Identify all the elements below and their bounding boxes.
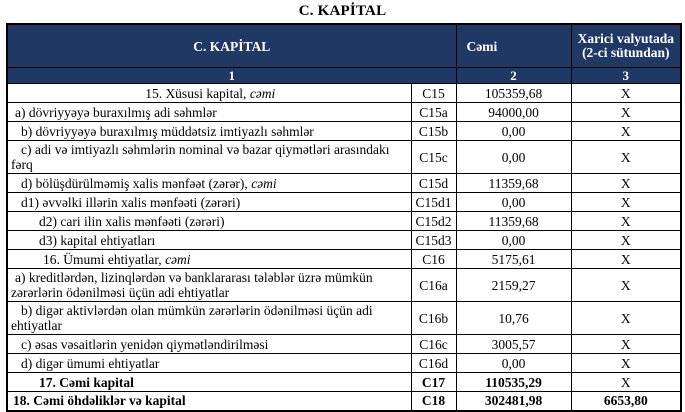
table-row: 18. Cəmi öhdəliklər və kapital C18 302481,…: [6, 391, 682, 411]
table-row: d) digər ümumi ehtiyatlar C16d 0,00 X: [6, 353, 682, 373]
table-row: b) dövriyyəyə buraxılmış müddətsiz imtiy…: [6, 121, 682, 141]
row-total-value: 0,00: [455, 192, 572, 212]
table-row: 17. Cəmi kapital C17 110535,29 X: [6, 372, 682, 392]
row-total-value: 0,00: [455, 230, 572, 250]
row-code: C16b: [410, 301, 457, 335]
row-foreign-currency-value: X: [570, 140, 682, 174]
table-row: b) digər aktivlərdən olan mümkün zərərlə…: [6, 301, 682, 335]
row-total-value: 0,00: [455, 140, 572, 174]
row-code: C15a: [410, 102, 457, 122]
row-label-italic: cəmi: [251, 175, 277, 191]
row-code: C16d: [410, 353, 457, 373]
row-code: C15d: [410, 173, 457, 193]
row-total-value: 10,76: [455, 301, 572, 335]
column-index-3: 3: [570, 67, 682, 84]
header-row: C. KAPİTAL Cəmi Xarici valyutada (2-ci s…: [6, 23, 682, 68]
row-code: C15d3: [410, 230, 457, 250]
header-cell-section: C. KAPİTAL: [6, 23, 457, 68]
page-title: C. KAPİTAL: [298, 3, 387, 19]
table-row: d) bölüşdürülməmiş xalis mənfəət (zərər)…: [6, 173, 682, 193]
row-label: c) əsas vəsaitlərin yenidən qiymətləndir…: [6, 334, 412, 354]
row-label: 16. Ümumi ehtiyatlar, cəmi: [6, 249, 412, 269]
row-code: C15d1: [410, 192, 457, 212]
row-total-value: 11359,68: [455, 211, 572, 231]
column-index-1: 1: [6, 67, 457, 84]
row-label: d1) əvvəlki illərin xalis mənfəəti (zərə…: [6, 192, 412, 212]
row-foreign-currency-value: X: [570, 353, 682, 373]
capital-table: C. KAPİTAL Cəmi Xarici valyutada (2-ci s…: [6, 23, 683, 412]
table-row: d1) əvvəlki illərin xalis mənfəəti (zərə…: [6, 192, 682, 212]
row-code: C16: [410, 249, 457, 269]
row-foreign-currency-value: X: [570, 268, 682, 302]
row-total-value: 2159,27: [455, 268, 572, 302]
row-foreign-currency-value: X: [570, 230, 682, 250]
row-foreign-currency-value: X: [570, 211, 682, 231]
row-foreign-currency-value: X: [570, 121, 682, 141]
row-foreign-currency-value: X: [570, 249, 682, 269]
column-index-2: 2: [455, 67, 572, 84]
table-row: d2) cari ilin xalis mənfəəti (zərəri) C15…: [6, 211, 682, 231]
row-label: d) bölüşdürülməmiş xalis mənfəət (zərər)…: [6, 173, 412, 193]
row-total-value: 5175,61: [455, 249, 572, 269]
row-label: 17. Cəmi kapital: [6, 372, 412, 392]
row-label: d3) kapital ehtiyatları: [6, 230, 412, 250]
row-foreign-currency-value: X: [570, 334, 682, 354]
header-cell-total: Cəmi: [455, 23, 572, 68]
row-label: a) kreditlərdən, lizinqlərdən və banklar…: [6, 268, 412, 302]
row-foreign-currency-value: X: [570, 372, 682, 392]
table-row: a) dövriyyəyə buraxılmış adi səhmlər C15a…: [6, 102, 682, 122]
row-code: C15b: [410, 121, 457, 141]
table-row: 16. Ümumi ehtiyatlar, cəmi C16 5175,61 X: [6, 249, 682, 269]
row-code: C17: [410, 372, 457, 392]
row-total-value: 0,00: [455, 353, 572, 373]
row-foreign-currency-value: X: [570, 301, 682, 335]
row-total-value: 105359,68: [455, 83, 572, 103]
row-total-value: 110535,29: [455, 372, 572, 392]
row-label: a) dövriyyəyə buraxılmış adi səhmlər: [6, 102, 412, 122]
table-row: 15. Xüsusi kapital, cəmi C15 105359,68 X: [6, 83, 682, 103]
table-row: a) kreditlərdən, lizinqlərdən və banklar…: [6, 268, 682, 302]
row-foreign-currency-value: X: [570, 83, 682, 103]
row-label-italic: cəmi: [249, 85, 276, 101]
table-row: c) əsas vəsaitlərin yenidən qiymətləndir…: [6, 334, 682, 354]
row-code: C15c: [410, 140, 457, 174]
row-code: C16a: [410, 268, 457, 302]
row-label: d) digər ümumi ehtiyatlar: [6, 353, 412, 373]
row-code: C15: [410, 83, 457, 103]
row-label-italic: cəmi: [165, 251, 191, 267]
row-total-value: 3005,57: [455, 334, 572, 354]
row-total-value: 0,00: [455, 121, 572, 141]
row-foreign-currency-value: X: [570, 173, 682, 193]
header-cell-foreign: Xarici valyutada (2-ci sütundan): [570, 23, 682, 68]
row-total-value: 94000,00: [455, 102, 572, 122]
row-label: 15. Xüsusi kapital, cəmi: [6, 83, 412, 103]
table-row: d3) kapital ehtiyatları C15d3 0,00 X: [6, 230, 682, 250]
row-foreign-currency-value: X: [570, 102, 682, 122]
row-code: C16c: [410, 334, 457, 354]
table-row: c) adi və imtiyazlı səhmlərin nominal və…: [6, 140, 682, 174]
row-label: c) adi və imtiyazlı səhmlərin nominal və…: [6, 140, 412, 174]
row-foreign-currency-value: X: [570, 192, 682, 212]
row-label: b) dövriyyəyə buraxılmış müddətsiz imtiy…: [6, 121, 412, 141]
row-code: C15d2: [410, 211, 457, 231]
column-index-row: 1 2 3: [6, 67, 682, 84]
row-total-value: 11359,68: [455, 173, 572, 193]
row-label: b) digər aktivlərdən olan mümkün zərərlə…: [6, 301, 412, 335]
row-label: d2) cari ilin xalis mənfəəti (zərəri): [6, 211, 412, 231]
